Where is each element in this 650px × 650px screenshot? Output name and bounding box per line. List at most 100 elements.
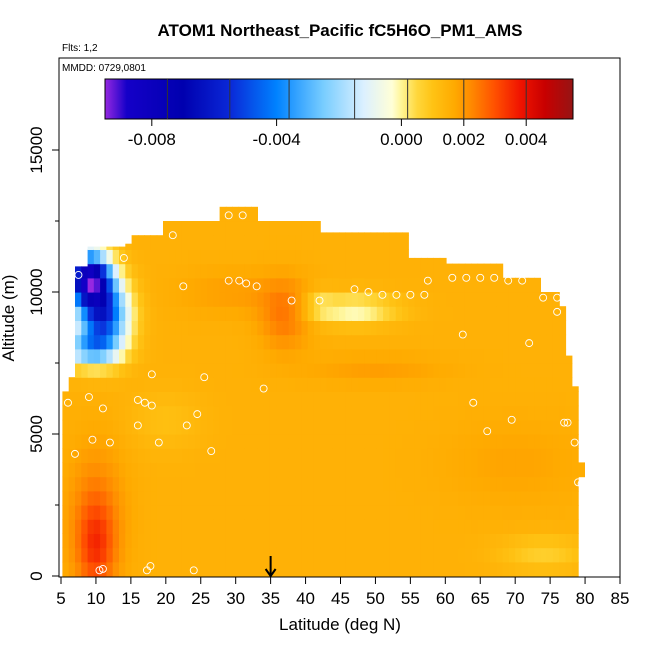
heatmap-cell [87, 377, 95, 392]
heatmap-cell [282, 490, 290, 506]
heatmap-cell [75, 277, 82, 293]
heatmap-cell [364, 419, 372, 435]
heatmap-cell [339, 334, 346, 350]
heatmap-cell [150, 235, 158, 250]
heatmap-cell [75, 434, 82, 449]
heatmap-cell [565, 462, 573, 478]
heatmap-cell [483, 277, 491, 293]
heatmap-cell [546, 391, 554, 407]
heatmap-cell [81, 292, 89, 307]
heatmap-cell [175, 419, 183, 435]
heatmap-cell [251, 221, 258, 236]
heatmap-cell [269, 561, 277, 577]
heatmap-cell [345, 405, 353, 421]
heatmap-cell [156, 419, 164, 435]
heatmap-cell [370, 292, 378, 307]
heatmap-cell [251, 490, 258, 506]
heatmap-cell [358, 405, 365, 421]
heatmap-cell [219, 405, 227, 421]
heatmap-cell [137, 505, 145, 520]
heatmap-cell [87, 263, 95, 279]
heatmap-cell [144, 561, 152, 577]
heatmap-cell [370, 505, 378, 520]
heatmap-cell [395, 476, 403, 492]
heatmap-cell [364, 263, 372, 279]
heatmap-cell [87, 363, 95, 378]
heatmap-cell [439, 547, 447, 563]
heatmap-cell [395, 490, 403, 506]
heatmap-cell [125, 476, 133, 492]
heatmap-cell [345, 561, 353, 577]
heatmap-cell [106, 363, 114, 378]
heatmap-cell [295, 434, 302, 449]
heatmap-cell [471, 348, 479, 364]
heatmap-cell [351, 263, 359, 279]
heatmap-cell [169, 419, 177, 435]
heatmap-cell [244, 320, 252, 336]
heatmap-cell [483, 391, 491, 407]
heatmap-cell [301, 306, 309, 321]
heatmap-cell [251, 519, 258, 534]
heatmap-cell [490, 462, 497, 478]
heatmap-cell [238, 405, 246, 421]
heatmap-cell [496, 561, 504, 577]
heatmap-cell [295, 292, 302, 307]
heatmap-cell [100, 434, 107, 449]
heatmap-cell [181, 320, 189, 336]
heatmap-cell [169, 348, 177, 364]
y-tick-label: 0 [27, 571, 46, 580]
heatmap-cell [370, 377, 378, 392]
heatmap-cell [200, 249, 208, 265]
heatmap-cell [427, 391, 434, 407]
heatmap-cell [257, 348, 265, 364]
heatmap-cell [62, 505, 70, 520]
x-tick-label: 80 [576, 589, 595, 608]
heatmap-cell [194, 306, 202, 321]
sample-point [259, 384, 268, 393]
heatmap-cell [427, 490, 434, 506]
heatmap-cell [527, 434, 535, 449]
heatmap-cell [383, 448, 390, 463]
heatmap-cell [471, 277, 479, 293]
heatmap-cell [414, 334, 422, 350]
heatmap-cell [282, 476, 290, 492]
heatmap-cell [446, 547, 453, 563]
heatmap-cell [156, 377, 164, 392]
heatmap-cell [389, 391, 397, 407]
colorbar-ticks: -0.008 -0.004 0.000 0.002 0.004 [128, 119, 547, 149]
heatmap-cell [502, 434, 510, 449]
heatmap-cell [276, 292, 284, 307]
heatmap-cell [62, 462, 70, 478]
heatmap-cell [414, 363, 422, 378]
heatmap-cell [427, 334, 434, 350]
heatmap-cell [496, 363, 504, 378]
heatmap-cell [307, 348, 315, 364]
heatmap-cell [402, 519, 409, 534]
heatmap-cell [263, 405, 271, 421]
heatmap-cell [225, 547, 233, 563]
heatmap-cell [358, 434, 365, 449]
heatmap-cell [181, 434, 189, 449]
heatmap-cell [490, 547, 497, 563]
heatmap-cell [163, 434, 170, 449]
heatmap-cell [200, 391, 208, 407]
heatmap-cell [87, 561, 95, 577]
heatmap-cell [100, 263, 107, 279]
heatmap-cell [295, 306, 302, 321]
heatmap-cell [301, 434, 309, 449]
heatmap-cell [150, 320, 158, 336]
sample-point [577, 479, 586, 488]
heatmap-cell [188, 363, 196, 378]
heatmap-cell [137, 519, 145, 534]
heatmap-cell [364, 363, 372, 378]
heatmap-cell [477, 419, 485, 435]
heatmap-cell [263, 348, 271, 364]
heatmap-cell [502, 448, 510, 463]
heatmap-cell [521, 419, 529, 435]
heatmap-cell [364, 519, 372, 534]
heatmap-cell [207, 476, 214, 492]
heatmap-cell [490, 292, 497, 307]
heatmap-cell [200, 334, 208, 350]
heatmap-cell [370, 476, 378, 492]
heatmap-cell [137, 292, 145, 307]
